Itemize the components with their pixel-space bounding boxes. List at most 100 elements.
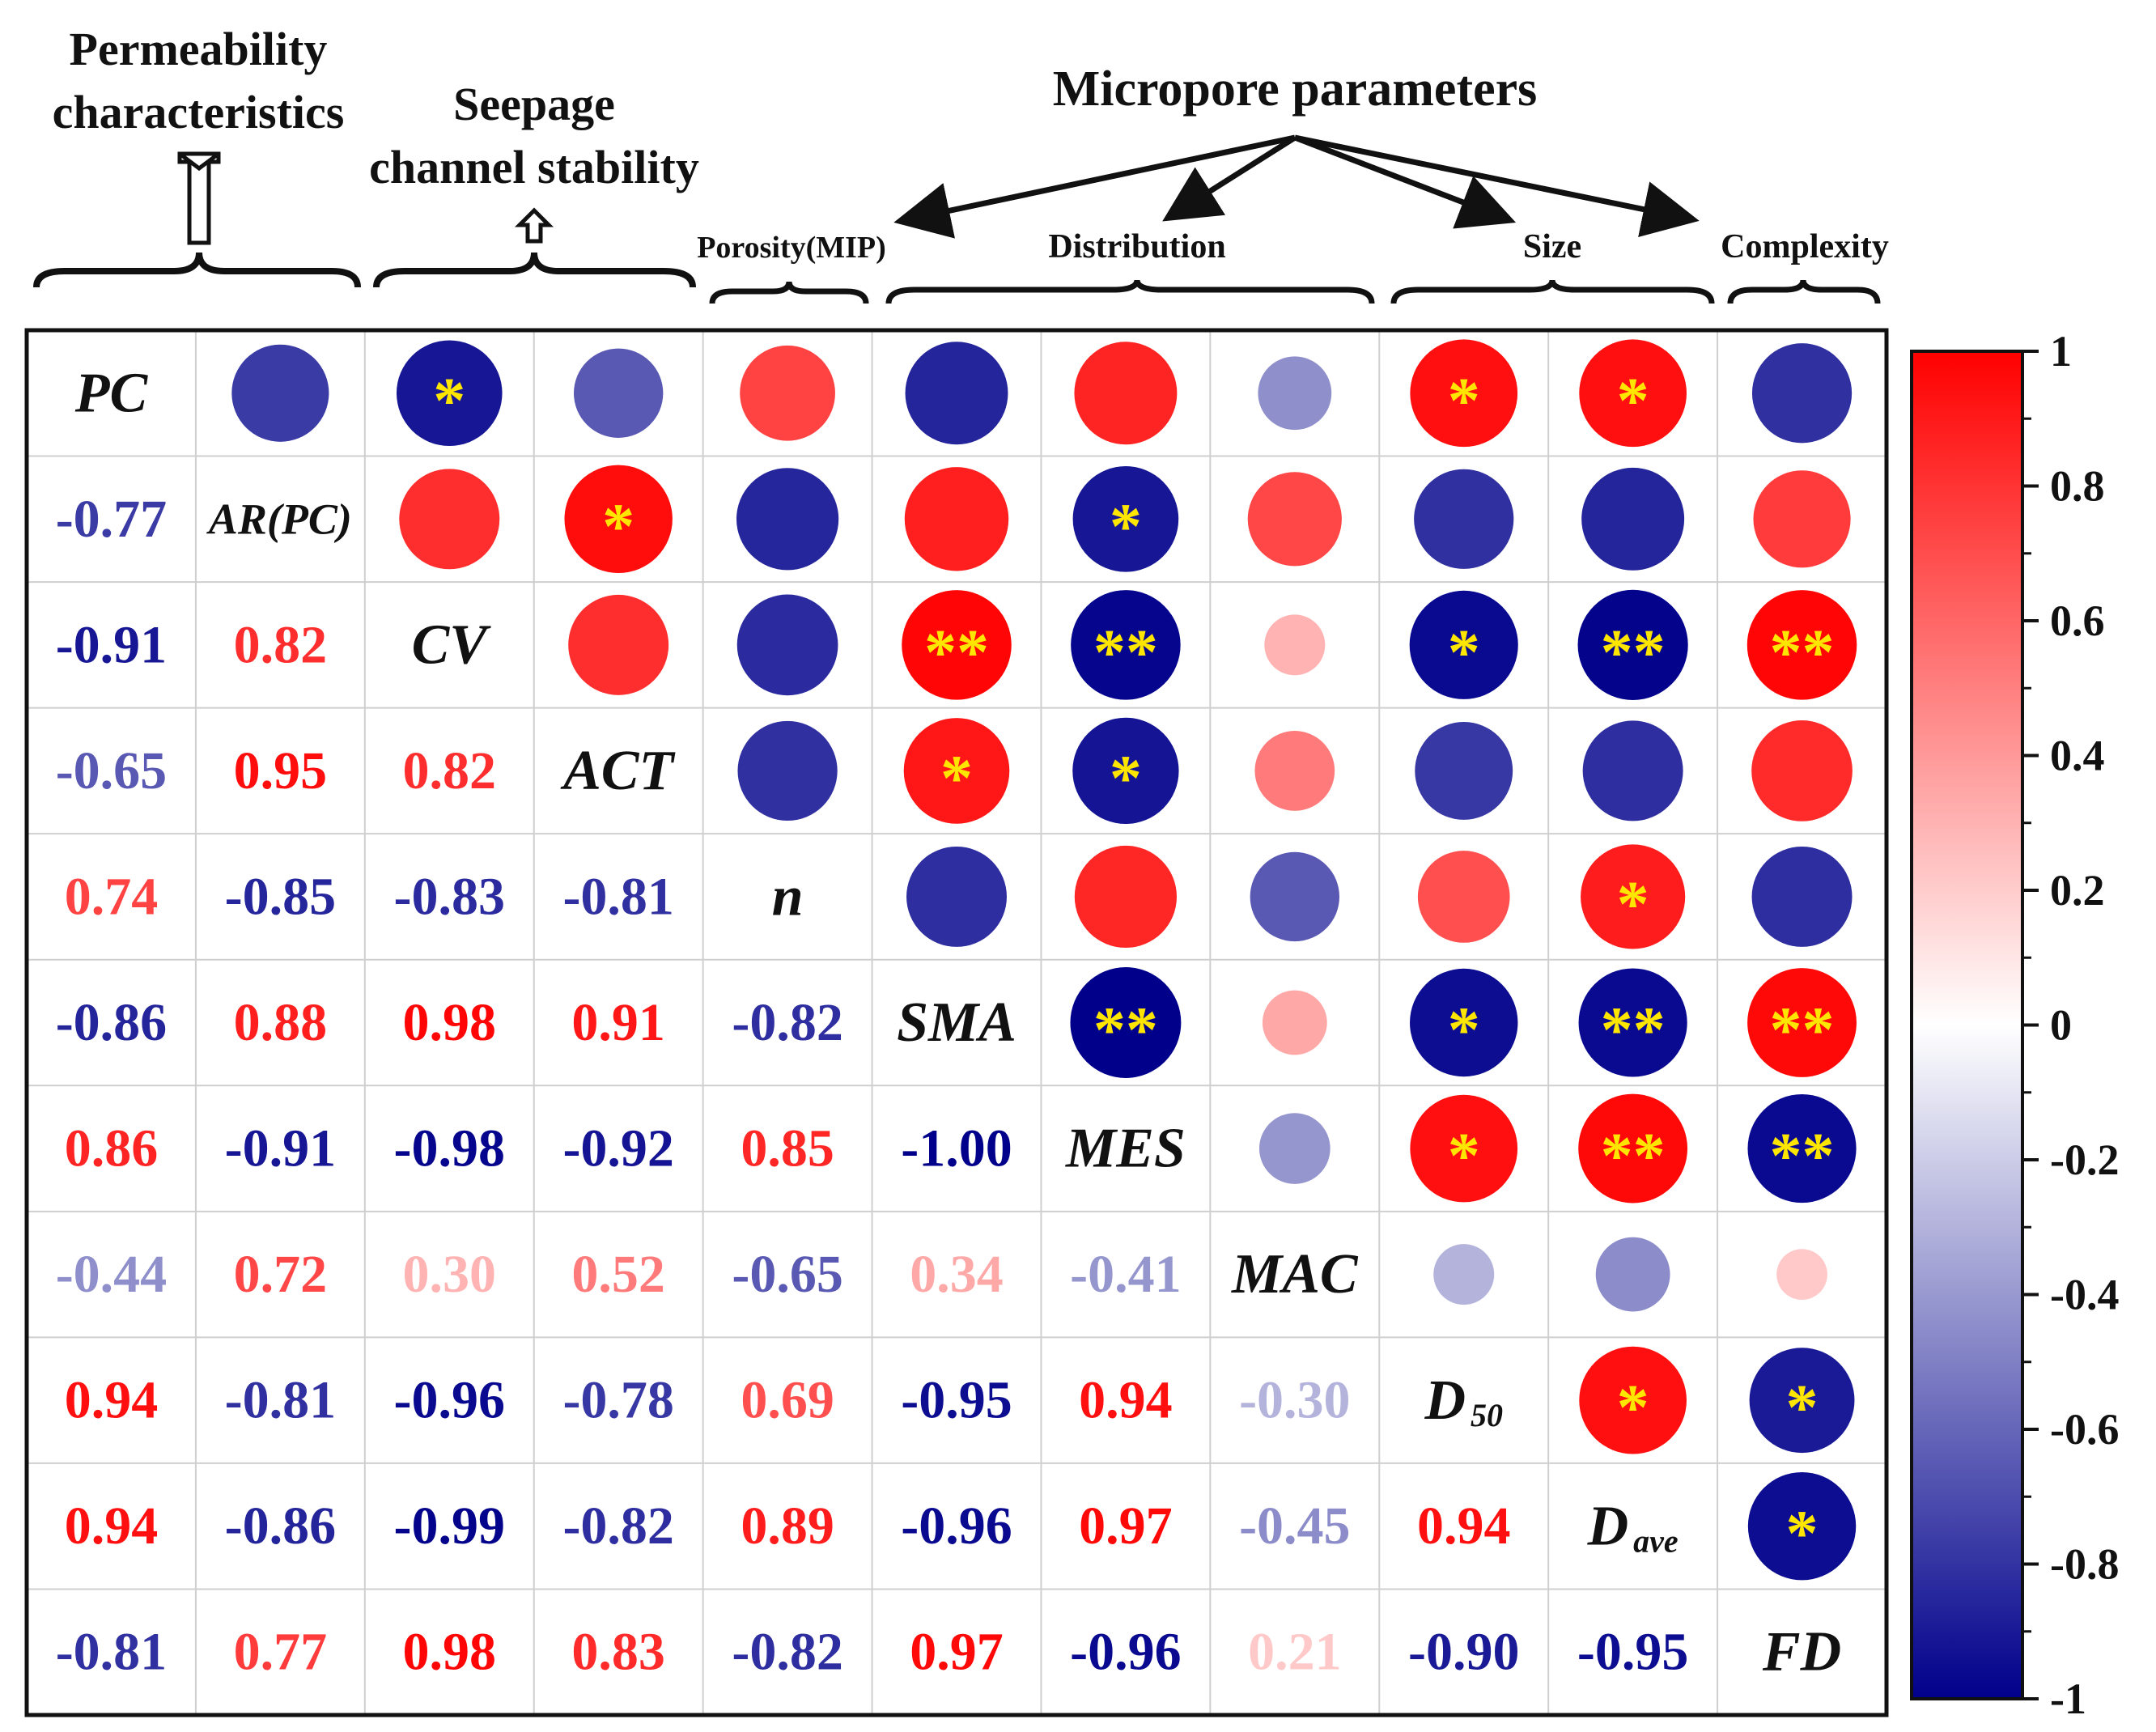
diagonal-label-n: n (772, 865, 804, 928)
corr-circle-4-10 (1751, 846, 1853, 947)
matrix-border (24, 328, 1889, 1717)
corr-circle-4-7 (1250, 851, 1339, 942)
corr-circle-2-8 (1409, 590, 1518, 699)
corr-value-4-2: -0.83 (394, 867, 505, 926)
corr-circle-0-2 (396, 340, 503, 447)
matrix-grid (27, 330, 1886, 1715)
seepage-title-line2: channel stability (369, 141, 699, 193)
corr-value-8-6: 0.94 (1079, 1371, 1173, 1430)
significance-mark: * (602, 491, 634, 562)
corr-circle-6-8 (1410, 1094, 1518, 1203)
corr-circle-8-9 (1579, 1346, 1687, 1454)
subgroup-porosity: Porosity(MIP) (697, 231, 886, 265)
corr-value-4-0: 0.74 (65, 867, 159, 926)
corr-value-5-3: 0.91 (571, 993, 665, 1052)
corr-circle-4-8 (1417, 851, 1510, 943)
corr-circle-1-3 (564, 465, 673, 574)
corr-circle-2-3 (568, 594, 669, 695)
corr-value-8-4: 0.69 (741, 1371, 834, 1430)
corr-circle-2-6 (1071, 590, 1181, 700)
corr-value-7-0: -0.44 (56, 1245, 167, 1304)
significance-mark: * (1448, 366, 1480, 437)
corr-value-5-1: 0.88 (234, 993, 328, 1052)
corr-circle-3-9 (1582, 720, 1683, 821)
corr-value-7-2: 0.30 (403, 1245, 497, 1304)
corr-circle-1-7 (1247, 472, 1342, 567)
colorbar-tick-label: -0.8 (2050, 1540, 2119, 1589)
corr-value-7-1: 0.72 (234, 1245, 328, 1304)
corr-value-6-5: -1.00 (901, 1119, 1012, 1178)
size-brace (1390, 279, 1715, 304)
corr-circle-1-2 (399, 469, 500, 570)
permeability-title-line1: Permeability (70, 23, 328, 75)
subgroup-complexity: Complexity (1721, 228, 1889, 265)
porosity-brace (709, 281, 869, 304)
colorbar-tick-label: 0 (2050, 1001, 2072, 1050)
corr-value-5-4: -0.82 (732, 993, 842, 1052)
corr-circle-4-6 (1074, 845, 1178, 949)
corr-circle-0-10 (1751, 343, 1853, 444)
corr-value-10-3: 0.83 (571, 1623, 665, 1682)
corr-circle-5-7 (1262, 990, 1327, 1055)
corr-value-6-3: -0.92 (562, 1119, 673, 1178)
colorbar-tick-label: 0.2 (2050, 866, 2105, 915)
corr-value-7-6: -0.41 (1070, 1245, 1181, 1304)
corr-circle-3-7 (1254, 731, 1335, 811)
corr-circle-2-5 (902, 590, 1012, 700)
significance-mark: ** (1770, 1121, 1835, 1192)
corr-value-5-2: 0.98 (403, 993, 497, 1052)
corr-circle-5-10 (1747, 968, 1857, 1077)
colorbar-tick-label: -0.4 (2050, 1271, 2119, 1319)
corr-circle-8-10 (1749, 1348, 1855, 1454)
corr-value-8-2: -0.96 (394, 1371, 505, 1430)
seepage-brace (373, 252, 696, 288)
corr-circle-6-7 (1258, 1113, 1331, 1184)
significance-mark: * (433, 366, 465, 437)
corr-value-2-0: -0.91 (56, 615, 167, 674)
corr-value-7-5: 0.34 (910, 1245, 1004, 1304)
header-micropore: Micropore parameters Porosity(MIP) Distr… (697, 62, 1889, 304)
corr-circle-0-8 (1410, 339, 1518, 448)
corr-circle-4-9 (1581, 844, 1686, 949)
diagonal-label-pc: PC (74, 362, 149, 424)
corr-circle-5-6 (1070, 967, 1182, 1078)
corr-circle-0-5 (905, 342, 1008, 445)
significance-mark: * (940, 743, 973, 814)
colorbar-tick-label: 1 (2050, 327, 2072, 376)
header-seepage: Seepage channel stability (369, 78, 699, 288)
colorbar-tick-label: -0.2 (2050, 1136, 2119, 1184)
corr-value-9-4: 0.89 (741, 1496, 834, 1556)
corr-value-10-0: -0.81 (56, 1623, 167, 1682)
corr-value-1-0: -0.77 (56, 490, 167, 549)
significance-mark: ** (1601, 1121, 1666, 1192)
corr-value-10-9: -0.95 (1577, 1623, 1688, 1682)
corr-value-10-7: 0.21 (1248, 1623, 1342, 1682)
significance-mark: * (1617, 366, 1649, 437)
corr-value-10-2: 0.98 (403, 1623, 497, 1682)
corr-value-10-6: -0.96 (1070, 1623, 1181, 1682)
corr-circle-0-6 (1074, 342, 1178, 445)
diagonal-label-arpc: AR(PC) (206, 495, 352, 543)
significance-mark: ** (924, 618, 989, 689)
corr-circle-3-10 (1751, 720, 1853, 821)
corr-value-9-2: -0.99 (394, 1496, 505, 1556)
significance-mark: ** (1601, 995, 1666, 1067)
colorbar-tick-label: 0.4 (2050, 732, 2105, 780)
seepage-hollow-arrow (514, 207, 554, 244)
corr-value-3-0: -0.65 (56, 741, 167, 800)
significance-mark: ** (1601, 618, 1666, 689)
corr-value-9-7: -0.45 (1239, 1496, 1350, 1556)
corr-value-9-0: 0.94 (65, 1496, 159, 1556)
significance-mark: * (1617, 869, 1649, 940)
corr-circle-1-5 (904, 467, 1009, 571)
corr-circle-7-10 (1776, 1249, 1827, 1300)
significance-mark: * (1448, 1121, 1480, 1192)
header-permeability: Permeability characteristics (33, 23, 361, 288)
corr-circle-0-3 (574, 348, 664, 438)
corr-value-10-1: 0.77 (234, 1623, 328, 1682)
micropore-arrow-porosity (893, 134, 1296, 239)
distribution-brace (885, 279, 1375, 304)
corr-value-6-2: -0.98 (394, 1119, 505, 1178)
corr-circle-2-10 (1746, 590, 1857, 700)
